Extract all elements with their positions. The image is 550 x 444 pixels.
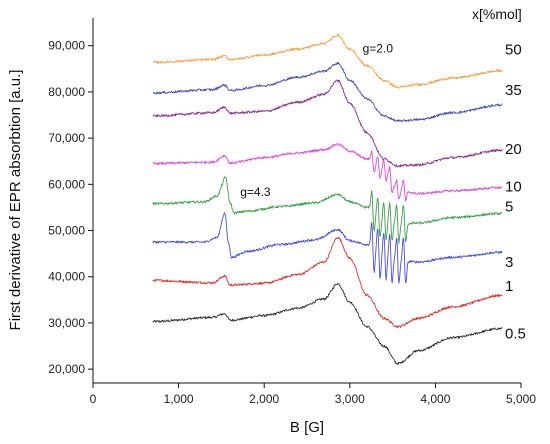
y-tick-label: 60,000 [48, 177, 85, 191]
series-label-0-5: 0.5 [505, 325, 526, 342]
series-label-10: 10 [505, 179, 522, 196]
series-label-3: 3 [505, 254, 513, 271]
x-tick-label: 3,000 [335, 392, 365, 406]
series-line-0-5 [152, 283, 503, 366]
series-line-20 [152, 79, 503, 168]
series-line-35 [152, 61, 503, 123]
series-line-5 [152, 176, 503, 244]
series-line-50 [152, 33, 503, 89]
x-tick-label: 0 [90, 392, 97, 406]
series-label-20: 20 [505, 141, 522, 158]
series-label-5: 5 [505, 198, 513, 215]
x-tick-label: 1,000 [164, 392, 194, 406]
y-tick-label: 90,000 [48, 39, 85, 53]
x-tick-label: 2,000 [249, 392, 279, 406]
legend-title: x[%mol] [472, 6, 522, 22]
y-tick-label: 50,000 [48, 224, 85, 238]
y-tick-label: 30,000 [48, 316, 85, 330]
x-tick-label: 4,000 [420, 392, 450, 406]
x-tick-label: 5,000 [506, 392, 536, 406]
axes [92, 18, 521, 384]
y-tick-label: 80,000 [48, 85, 85, 99]
series-label-50: 50 [505, 42, 522, 59]
series-label-35: 35 [505, 82, 522, 99]
series-line-3 [152, 212, 503, 284]
y-tick-label: 20,000 [48, 362, 85, 376]
y-tick-label: 70,000 [48, 131, 85, 145]
series-line-1 [152, 236, 503, 329]
y-axis-title: First derivative of EPR absorbtion [a.u.… [7, 70, 24, 331]
series-group [152, 33, 503, 366]
series-line-10 [152, 142, 503, 202]
x-axis-title: B [G] [290, 419, 324, 436]
annotation-g-4-3: g=4.3 [240, 185, 271, 199]
annotation-g-2-0: g=2.0 [363, 42, 394, 56]
series-label-1: 1 [505, 278, 513, 295]
ticks: 0 1,000 2,000 3,000 4,000 5,000 20,000 30,000 40… [48, 39, 536, 406]
y-tick-label: 40,000 [48, 270, 85, 284]
